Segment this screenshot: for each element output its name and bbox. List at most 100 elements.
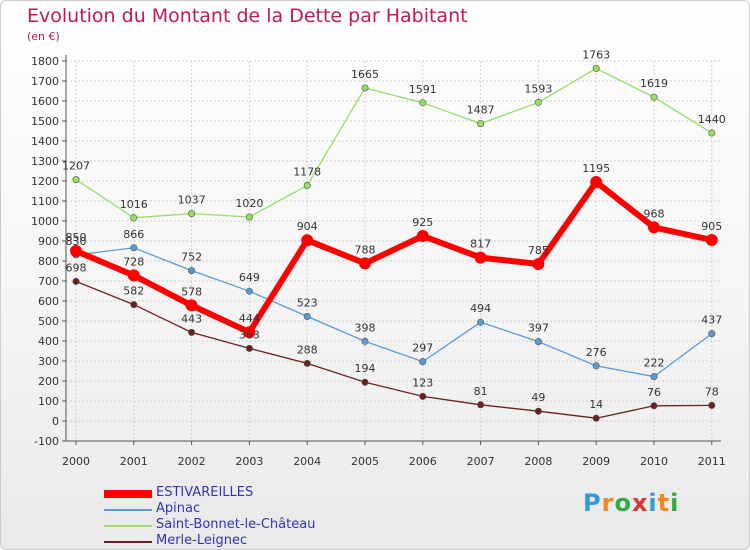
data-point xyxy=(243,326,256,339)
data-label: 1665 xyxy=(351,68,379,81)
data-point xyxy=(361,84,369,92)
data-point xyxy=(130,301,138,309)
legend-swatch xyxy=(104,490,152,498)
data-point xyxy=(303,181,311,189)
data-label: 363 xyxy=(239,328,260,341)
x-tick-label: 2002 xyxy=(178,455,206,468)
chart-subtitle: (en €) xyxy=(27,30,60,43)
data-point xyxy=(72,277,80,285)
data-point xyxy=(708,129,716,137)
legend-label: Apinac xyxy=(156,501,201,516)
logo-letter: x xyxy=(631,489,649,517)
data-label: 830 xyxy=(66,235,87,248)
data-label: 1178 xyxy=(293,165,321,178)
data-label: 788 xyxy=(355,243,376,256)
data-label: 49 xyxy=(531,391,545,404)
data-point xyxy=(592,64,600,72)
chart-title: Evolution du Montant de la Dette par Hab… xyxy=(27,5,468,27)
data-point xyxy=(245,287,253,295)
logo-letter: i xyxy=(670,489,680,517)
legend-label: Merle-Leignec xyxy=(156,533,248,548)
axes: -100 0 100 200 300 400 500 600 700 800 900 1000 1100… xyxy=(31,55,726,468)
data-point xyxy=(534,338,542,346)
y-tick-label: 1300 xyxy=(31,155,59,168)
x-tick-label: 2000 xyxy=(62,455,90,468)
y-tick-label: 1000 xyxy=(31,215,59,228)
series-lines xyxy=(70,64,718,422)
data-label: 1207 xyxy=(62,160,90,173)
data-point xyxy=(419,99,427,107)
data-point xyxy=(477,401,485,409)
data-point xyxy=(650,402,658,410)
data-point xyxy=(130,244,138,252)
y-tick-label: 200 xyxy=(38,375,59,388)
data-label: 1037 xyxy=(178,194,206,207)
x-tick-label: 2004 xyxy=(293,455,321,468)
y-tick-label: 1100 xyxy=(31,195,59,208)
data-label: 698 xyxy=(66,261,87,274)
data-label: 1440 xyxy=(698,113,726,126)
x-tick-label: 2007 xyxy=(467,455,495,468)
y-tick-label: 1200 xyxy=(31,175,59,188)
x-tick-label: 2009 xyxy=(582,455,610,468)
data-point xyxy=(70,245,82,257)
data-label: 494 xyxy=(470,302,491,315)
data-point xyxy=(477,120,485,128)
series-line-0 xyxy=(74,179,713,336)
y-tick-label: 1700 xyxy=(31,75,59,88)
data-label: 288 xyxy=(297,343,318,356)
data-label: 578 xyxy=(181,285,202,298)
data-point xyxy=(650,93,658,101)
data-label: 1016 xyxy=(120,198,148,211)
data-label: 1195 xyxy=(582,162,610,175)
data-point xyxy=(474,251,487,264)
logo-letter: t xyxy=(657,489,671,517)
logo-letter: o xyxy=(614,489,632,517)
data-point xyxy=(188,328,196,336)
data-label: 523 xyxy=(297,296,318,309)
data-point xyxy=(188,267,196,275)
data-point xyxy=(359,257,371,270)
y-tick-label: 400 xyxy=(38,335,59,348)
data-point xyxy=(72,176,80,184)
data-point xyxy=(532,258,545,270)
x-tick-label: 2008 xyxy=(524,455,552,468)
y-tick-label: 300 xyxy=(38,355,59,368)
logo-letter: i xyxy=(648,489,658,517)
data-label: 194 xyxy=(355,362,376,375)
x-tick-label: 2010 xyxy=(640,455,668,468)
y-tick-label: 1800 xyxy=(31,55,59,68)
data-point xyxy=(419,392,427,400)
data-point xyxy=(303,312,311,320)
legend-swatch xyxy=(104,525,152,527)
data-point xyxy=(303,359,311,367)
y-tick-label: 1600 xyxy=(31,95,59,108)
data-point xyxy=(705,234,718,246)
data-point xyxy=(534,407,542,415)
data-label: 76 xyxy=(647,386,661,399)
data-point xyxy=(416,230,429,242)
data-point xyxy=(361,337,369,345)
data-label: 850 xyxy=(66,231,87,244)
data-point xyxy=(361,378,369,386)
data-labels: 1207 1016 1037 1020 1178 1665 1591 1487 1593 1763… xyxy=(62,48,726,411)
data-point xyxy=(592,414,600,422)
data-label: 14 xyxy=(589,398,603,411)
legend-swatch xyxy=(104,509,152,511)
data-label: 222 xyxy=(644,357,665,370)
data-point xyxy=(188,210,196,218)
y-tick-label: 900 xyxy=(38,235,59,248)
proxiti-logo: Proxiti xyxy=(583,489,679,517)
data-point xyxy=(419,358,427,366)
data-label: 785 xyxy=(528,244,549,257)
data-label: 443 xyxy=(181,312,202,325)
data-point xyxy=(130,214,138,222)
y-tick-label: 1500 xyxy=(31,115,59,128)
data-label: 397 xyxy=(528,322,549,335)
y-tick-label: 700 xyxy=(38,275,59,288)
data-label: 78 xyxy=(705,385,719,398)
y-tick-label: -100 xyxy=(34,435,59,448)
data-label: 444 xyxy=(239,312,260,325)
x-tick-label: 2003 xyxy=(235,455,263,468)
